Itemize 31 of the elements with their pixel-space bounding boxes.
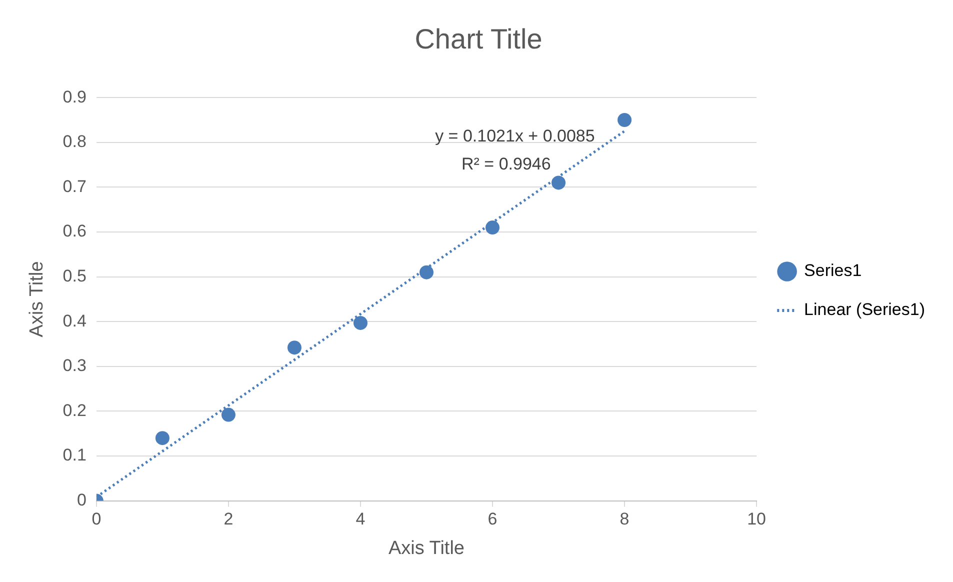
y-tick-label: 0.9 xyxy=(62,87,86,106)
x-tick-label: 6 xyxy=(488,510,498,529)
y-tick-label: 0.7 xyxy=(62,176,86,196)
point xyxy=(419,265,434,280)
y-tick-label: 0 xyxy=(76,490,86,510)
point xyxy=(353,316,368,330)
point xyxy=(552,176,566,190)
point xyxy=(618,113,632,127)
annotation: R² = 0.9946 xyxy=(462,154,551,174)
x-tick-label: 2 xyxy=(224,510,234,529)
y-tick-label: 0.2 xyxy=(62,400,86,420)
point xyxy=(155,431,170,446)
y-tick-label: 0.1 xyxy=(62,446,86,465)
x-tick-label: 8 xyxy=(620,510,630,529)
chart-title: Chart Title xyxy=(414,24,542,55)
y-tick-label: 0.8 xyxy=(62,132,86,152)
y-tick-label: 0.3 xyxy=(62,356,86,376)
point xyxy=(221,408,236,422)
x-tick-label: 10 xyxy=(747,510,766,529)
point xyxy=(287,340,302,355)
x-tick-label: 0 xyxy=(92,510,102,529)
y-tick-label: 0.6 xyxy=(62,222,86,241)
x-axis-title: Axis Title xyxy=(388,538,465,559)
y-tick-label: 0.4 xyxy=(62,311,86,330)
point xyxy=(486,220,500,235)
x-tick-label: 4 xyxy=(356,510,366,529)
legend-label: Linear (Series1) xyxy=(804,300,926,320)
legend-label: Series1 xyxy=(804,261,862,280)
y-axis-title: Axis Title xyxy=(26,261,48,338)
annotation: y = 0.1021x + 0.0085 xyxy=(435,126,595,146)
y-tick-label: 0.5 xyxy=(62,266,86,286)
